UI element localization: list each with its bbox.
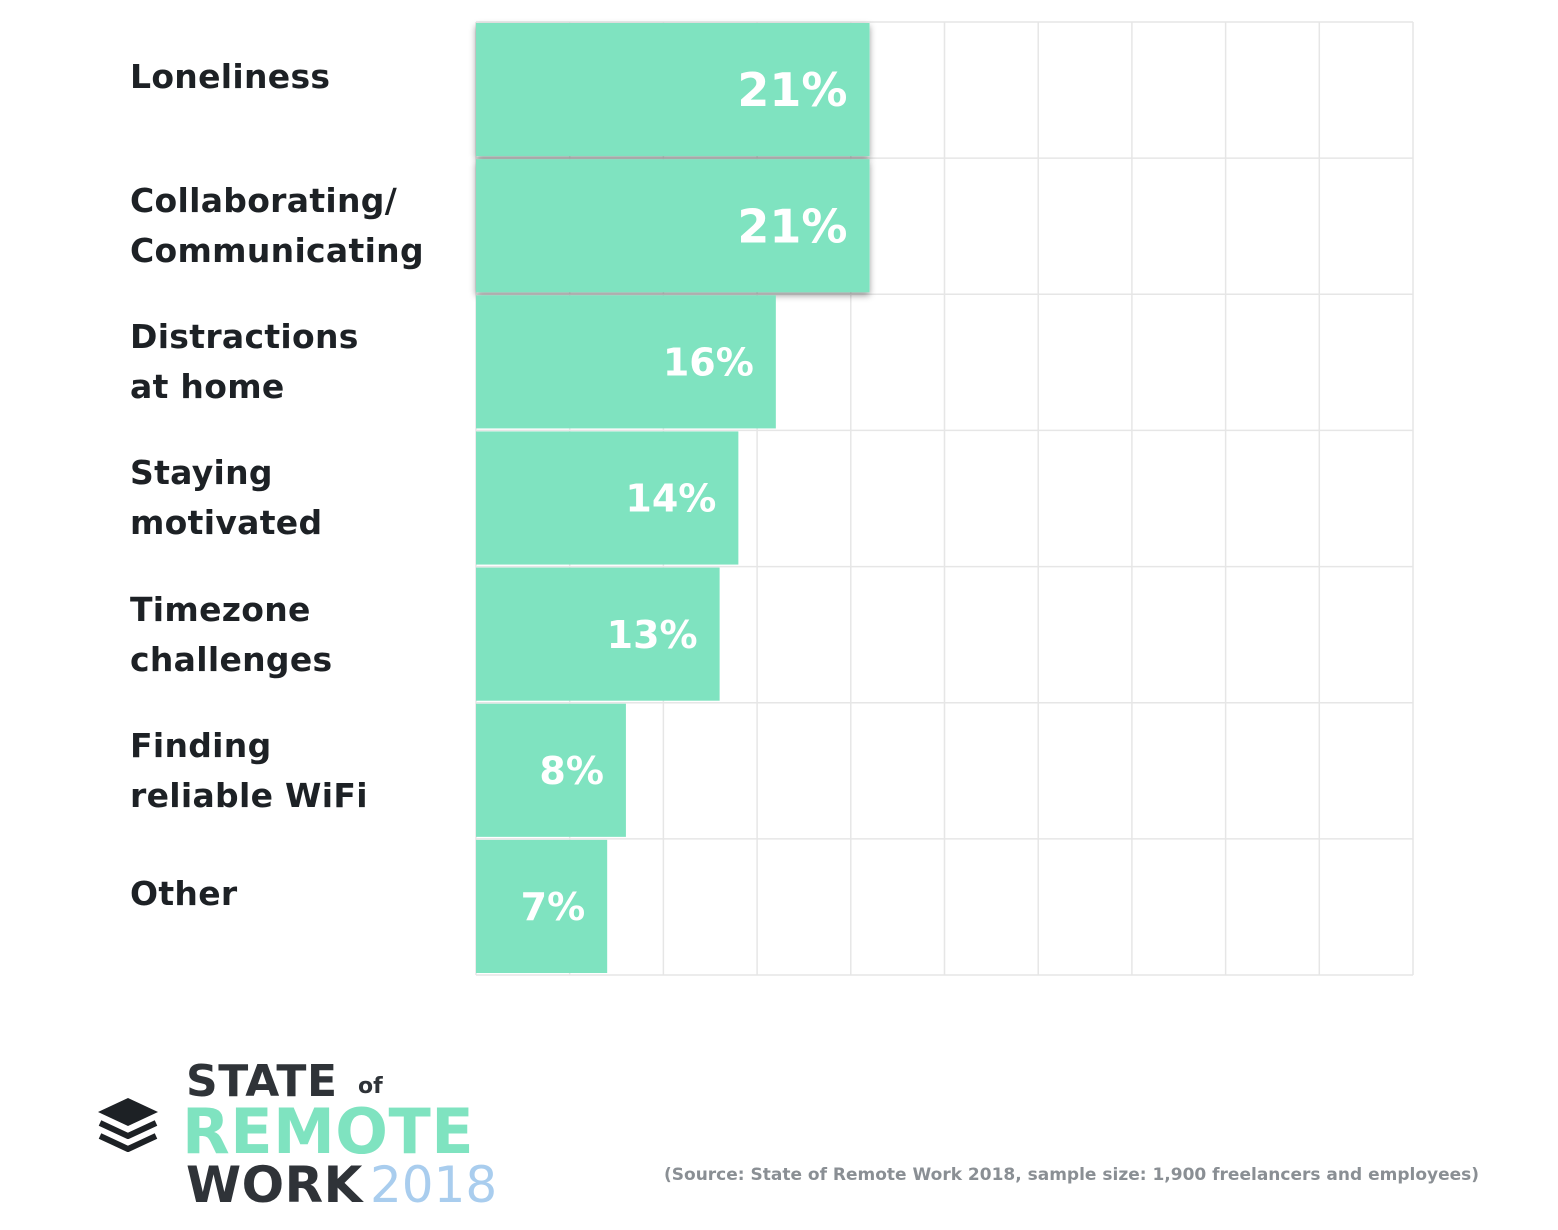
bar-5 xyxy=(476,703,626,837)
bar-value-label: 14% xyxy=(625,477,716,521)
bar-value-label: 16% xyxy=(663,341,754,385)
bar-4 xyxy=(476,567,720,701)
logo-remote: REMOTE xyxy=(182,1095,475,1168)
bar-value-label: 8% xyxy=(539,749,604,793)
logo-state: STATE xyxy=(186,1056,338,1107)
category-label: Distractions at home xyxy=(130,317,359,407)
state-of-remote-work-logo: STATE of REMOTE WORK 2018 xyxy=(96,1058,516,1218)
bar-1 xyxy=(476,159,870,293)
bar-value-label: 21% xyxy=(737,199,847,253)
stacked-layers-icon xyxy=(98,1098,158,1152)
logo-year: 2018 xyxy=(370,1156,498,1214)
bar-value-label: 13% xyxy=(607,613,698,657)
bar-value-label: 21% xyxy=(737,63,847,117)
category-label: Other xyxy=(130,873,238,913)
logo-work: WORK xyxy=(186,1156,363,1214)
bar-0 xyxy=(476,23,870,157)
category-label: Finding reliable WiFi xyxy=(130,725,368,815)
category-label: Timezone challenges xyxy=(130,589,333,679)
category-label: Collaborating/ Communicating xyxy=(130,181,424,271)
category-label: Staying motivated xyxy=(130,453,323,543)
logo-of: of xyxy=(358,1074,383,1099)
bar-chart: 21% 21% 16% 14% 13% 8% 7% xyxy=(475,21,1414,976)
category-label: Loneliness xyxy=(130,57,331,96)
bar-6 xyxy=(476,839,608,973)
bar-value-label: 7% xyxy=(521,885,586,929)
source-note: (Source: State of Remote Work 2018, samp… xyxy=(664,1165,1480,1185)
bar-2 xyxy=(476,295,776,429)
bar-3 xyxy=(476,431,739,565)
